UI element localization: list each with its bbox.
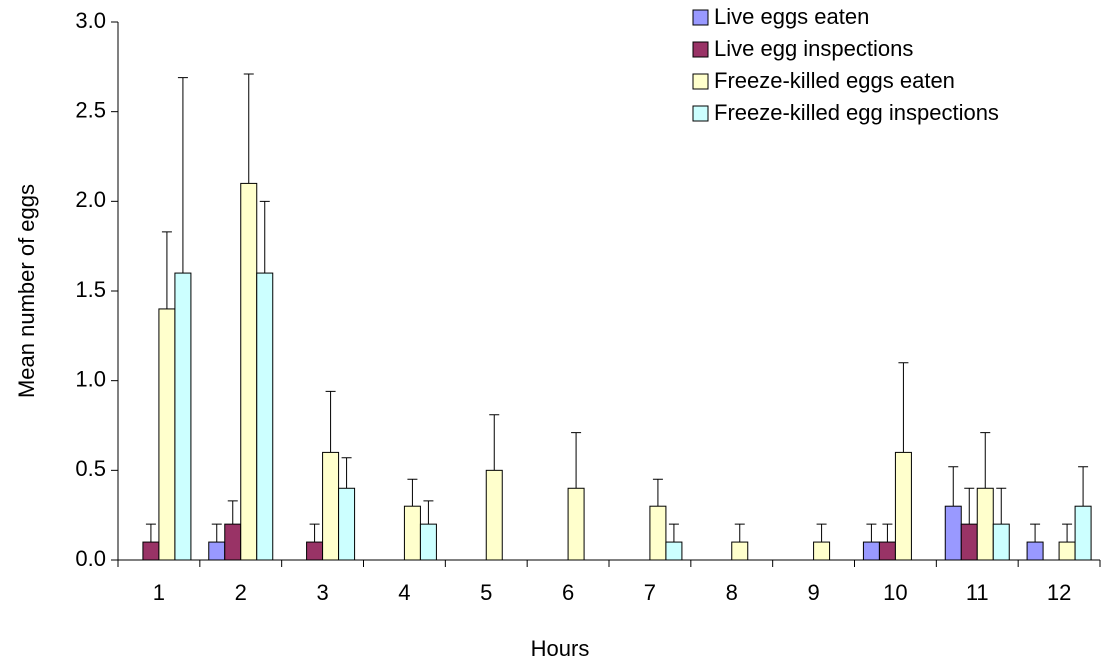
x-tick-label: 10 [883, 580, 907, 605]
x-tick-label: 11 [966, 580, 989, 605]
bar [224, 523, 242, 561]
bar [813, 541, 831, 561]
x-tick-label: 12 [1047, 580, 1071, 605]
bar [731, 541, 749, 561]
bar [306, 541, 324, 561]
error-bar [964, 487, 975, 525]
x-tick-label: 1 [153, 580, 165, 605]
bar [1074, 505, 1092, 561]
bar [208, 541, 226, 561]
legend-label: Live egg inspections [714, 36, 913, 61]
bar [256, 272, 274, 561]
error-bar [407, 478, 418, 507]
error-bar [1062, 523, 1073, 543]
legend-label: Freeze-killed eggs eaten [714, 68, 955, 93]
error-bar [227, 500, 238, 525]
x-tick-label: 9 [807, 580, 819, 605]
legend-swatch [692, 73, 709, 90]
error-bar [1030, 523, 1041, 543]
y-tick-label: 1.0 [75, 366, 106, 391]
error-bar [571, 432, 582, 489]
bar [240, 182, 258, 561]
legend-swatch [692, 41, 709, 58]
error-bar [211, 523, 222, 543]
bar [665, 541, 683, 561]
error-bar [423, 500, 434, 525]
error-bar [341, 457, 352, 489]
y-tick-label: 0.0 [75, 546, 106, 571]
legend-label: Live eggs eaten [714, 4, 869, 29]
bar [322, 451, 340, 561]
bar [485, 469, 503, 561]
legend-swatch [692, 105, 709, 122]
bar [862, 541, 880, 561]
y-tick-label: 2.0 [75, 187, 106, 212]
y-axis-title: Mean number of eggs [14, 184, 39, 398]
x-tick-label: 5 [480, 580, 492, 605]
legend-swatch [692, 9, 709, 26]
bar [567, 487, 585, 561]
error-bar [996, 487, 1007, 525]
bar [894, 451, 912, 561]
error-bar [177, 77, 188, 274]
bar [174, 272, 192, 561]
error-bar [980, 432, 991, 489]
bar [1026, 541, 1044, 561]
x-tick-label: 8 [726, 580, 738, 605]
bar [960, 523, 978, 561]
error-bar [161, 231, 172, 309]
error-bar [309, 523, 320, 543]
bar [338, 487, 356, 561]
error-bar [816, 523, 827, 543]
error-bar [489, 414, 500, 471]
legend-label: Freeze-killed egg inspections [714, 100, 999, 125]
error-bar [243, 73, 254, 184]
error-bar [652, 478, 663, 507]
error-bar [1078, 466, 1089, 507]
bar [403, 505, 421, 561]
bar [158, 308, 176, 561]
bar [419, 523, 437, 561]
x-tick-label: 6 [562, 580, 574, 605]
bar [976, 487, 994, 561]
error-bar [898, 362, 909, 453]
bar [142, 541, 160, 561]
x-axis-title: Hours [531, 636, 590, 661]
error-bar [882, 523, 893, 543]
y-tick-label: 3.0 [75, 8, 106, 33]
y-tick-label: 0.5 [75, 456, 106, 481]
bar [944, 505, 962, 561]
error-bar [866, 523, 877, 543]
bar [649, 505, 667, 561]
bar [878, 541, 896, 561]
error-bar [668, 523, 679, 543]
x-tick-label: 3 [316, 580, 328, 605]
bar [992, 523, 1010, 561]
x-tick-label: 7 [644, 580, 656, 605]
x-tick-label: 4 [398, 580, 410, 605]
error-bar [325, 390, 336, 453]
error-bar [734, 523, 745, 543]
y-tick-label: 2.5 [75, 97, 106, 122]
error-bar [259, 200, 270, 274]
error-bar [145, 523, 156, 543]
x-tick-label: 2 [235, 580, 247, 605]
bar [1058, 541, 1076, 561]
error-bar [948, 466, 959, 507]
y-tick-label: 1.5 [75, 277, 106, 302]
